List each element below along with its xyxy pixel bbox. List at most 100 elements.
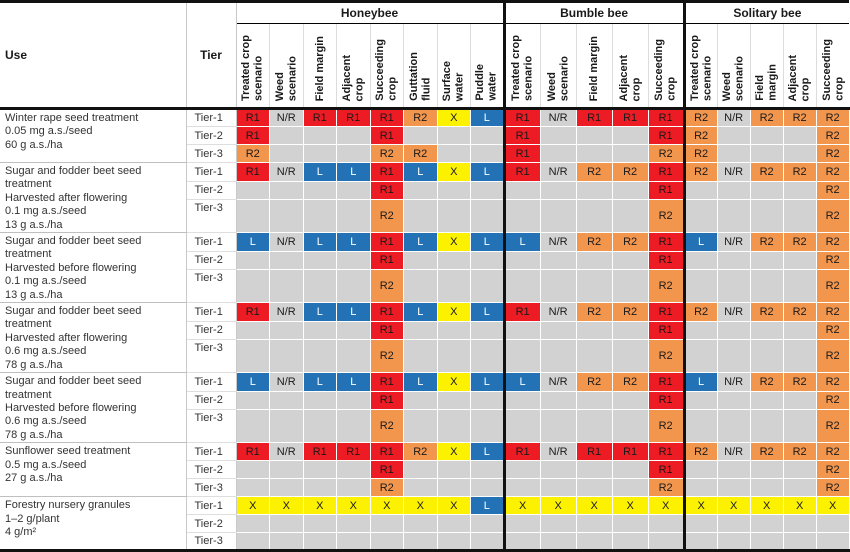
result-cell	[302, 126, 337, 145]
result-cell	[235, 514, 270, 534]
result-cell	[269, 199, 304, 234]
result-cell	[235, 250, 270, 271]
result-cell: X	[336, 496, 371, 516]
result-cell	[782, 339, 817, 374]
result-cell	[302, 339, 337, 374]
group-header-solitary-bee: Solitary bee	[682, 1, 850, 24]
result-cell	[749, 460, 784, 480]
result-cell: L	[470, 108, 505, 127]
result-cell	[749, 339, 784, 374]
result-cell: N/R	[716, 372, 751, 392]
result-cell: L	[470, 232, 505, 252]
result-cell	[235, 320, 270, 341]
result-cell	[749, 180, 784, 201]
result-cell: R1	[502, 162, 541, 182]
column-header-label: Succeeding crop	[374, 39, 399, 101]
result-cell	[815, 532, 850, 552]
result-cell: R2	[369, 269, 404, 304]
result-cell	[436, 339, 471, 374]
result-cell	[436, 144, 471, 163]
result-cell	[269, 269, 304, 304]
result-cell	[470, 144, 505, 163]
result-cell: R2	[682, 442, 718, 462]
table-row: Tier-2	[0, 514, 850, 534]
result-cell: N/R	[539, 442, 577, 462]
result-cell	[749, 514, 784, 534]
result-cell: X	[815, 496, 850, 516]
result-cell	[782, 269, 817, 304]
result-cell: R2	[611, 232, 649, 252]
result-cell: R2	[815, 409, 850, 444]
result-cell	[235, 390, 270, 411]
result-cell	[269, 320, 304, 341]
tier-cell: Tier-3	[186, 199, 237, 234]
result-cell	[269, 144, 304, 163]
tier-cell: Tier-3	[186, 269, 237, 304]
result-cell	[302, 390, 337, 411]
result-cell	[403, 250, 438, 271]
column-header-label: Succeeding crop	[820, 39, 845, 101]
result-cell	[782, 144, 817, 163]
column-header-label: Treated crop scenario	[510, 34, 535, 101]
result-cell: R2	[575, 232, 613, 252]
table-row: Tier-3 R2 R2 R2	[0, 339, 850, 374]
tier-cell: Tier-3	[186, 532, 237, 552]
result-cell: R1	[647, 108, 685, 127]
result-cell: R2	[815, 126, 850, 145]
result-cell	[749, 144, 784, 163]
use-cell: Winter rape seed treatment 0.05 mg a.s./…	[0, 108, 187, 163]
tier-cell: Tier-3	[186, 478, 237, 498]
table-row: Sugar and fodder beet seed treatment Har…	[0, 232, 850, 304]
result-cell	[269, 532, 304, 552]
result-cell: R2	[815, 250, 850, 271]
result-cell	[682, 390, 718, 411]
result-cell: R1	[336, 442, 371, 462]
table-row: Tier-3 R2 R2 R2 R1 R2 R2 R2	[0, 144, 850, 163]
result-cell	[302, 180, 337, 201]
result-cell: R1	[647, 162, 685, 182]
result-cell: R2	[647, 409, 685, 444]
result-cell: X	[682, 496, 718, 516]
table-row: Sugar and fodder beet seed treatment Har…	[0, 302, 850, 374]
result-cell	[782, 532, 817, 552]
result-cell	[436, 250, 471, 271]
result-cell	[403, 339, 438, 374]
result-cell: N/R	[716, 108, 751, 127]
result-cell: X	[611, 496, 649, 516]
result-cell	[235, 532, 270, 552]
result-cell: L	[682, 232, 718, 252]
result-cell: R2	[749, 108, 784, 127]
column-header-label: Weed scenario	[721, 55, 746, 101]
result-cell: N/R	[716, 442, 751, 462]
column-header-label: Puddle water	[474, 64, 499, 101]
group-header-honeybee: Honeybee	[236, 1, 505, 24]
result-cell: X	[436, 496, 471, 516]
result-cell: X	[369, 496, 404, 516]
result-cell: L	[302, 372, 337, 392]
result-cell	[502, 339, 541, 374]
tier-cell: Tier-1	[186, 108, 237, 127]
result-cell: R2	[575, 372, 613, 392]
column-header-label: Adjacent crop	[617, 54, 643, 101]
result-cell: R1	[611, 442, 649, 462]
tier-cell: Tier-2	[186, 251, 237, 271]
result-cell: N/R	[716, 232, 751, 252]
result-cell: R2	[782, 162, 817, 182]
result-cell	[682, 532, 718, 552]
column-header-adjacent-crop: Adjacent crop	[611, 23, 649, 110]
result-cell	[782, 180, 817, 201]
result-cell	[403, 180, 438, 201]
result-cell: R2	[369, 409, 404, 444]
result-cell: R2	[815, 162, 850, 182]
result-cell: R2	[647, 269, 685, 304]
result-cell	[470, 339, 505, 374]
column-header-adjacent-crop: Adjacent crop	[782, 23, 817, 110]
result-cell: L	[403, 302, 438, 322]
result-cell	[269, 460, 304, 480]
result-cell	[302, 460, 337, 480]
result-cell	[782, 460, 817, 480]
result-cell: R2	[815, 478, 850, 498]
tier-cell: Tier-1	[186, 496, 237, 516]
result-cell: R2	[815, 108, 850, 127]
result-cell: N/R	[539, 232, 577, 252]
